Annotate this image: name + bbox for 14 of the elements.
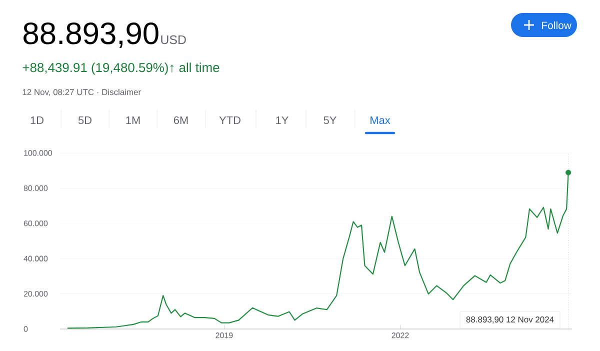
text: 1Y bbox=[276, 116, 288, 124]
text: +88,439.91 (19,480.59%)↑ all time bbox=[22, 62, 220, 75]
text: USD bbox=[161, 35, 186, 44]
text: 5Y bbox=[324, 116, 336, 124]
text: 6M bbox=[174, 116, 188, 124]
text: 1M bbox=[126, 116, 140, 124]
text: YTD bbox=[219, 116, 240, 124]
annotation: 88.893,90 12 Nov 2024 bbox=[466, 316, 554, 324]
text: Follow bbox=[542, 21, 572, 30]
chart-title: 88.893,90 bbox=[24, 22, 158, 48]
text: 5D bbox=[78, 116, 92, 124]
text: Max bbox=[370, 116, 390, 124]
text: 12 Nov, 08:27 UTC · Disclaimer bbox=[22, 88, 141, 96]
text: 1D bbox=[30, 116, 44, 124]
